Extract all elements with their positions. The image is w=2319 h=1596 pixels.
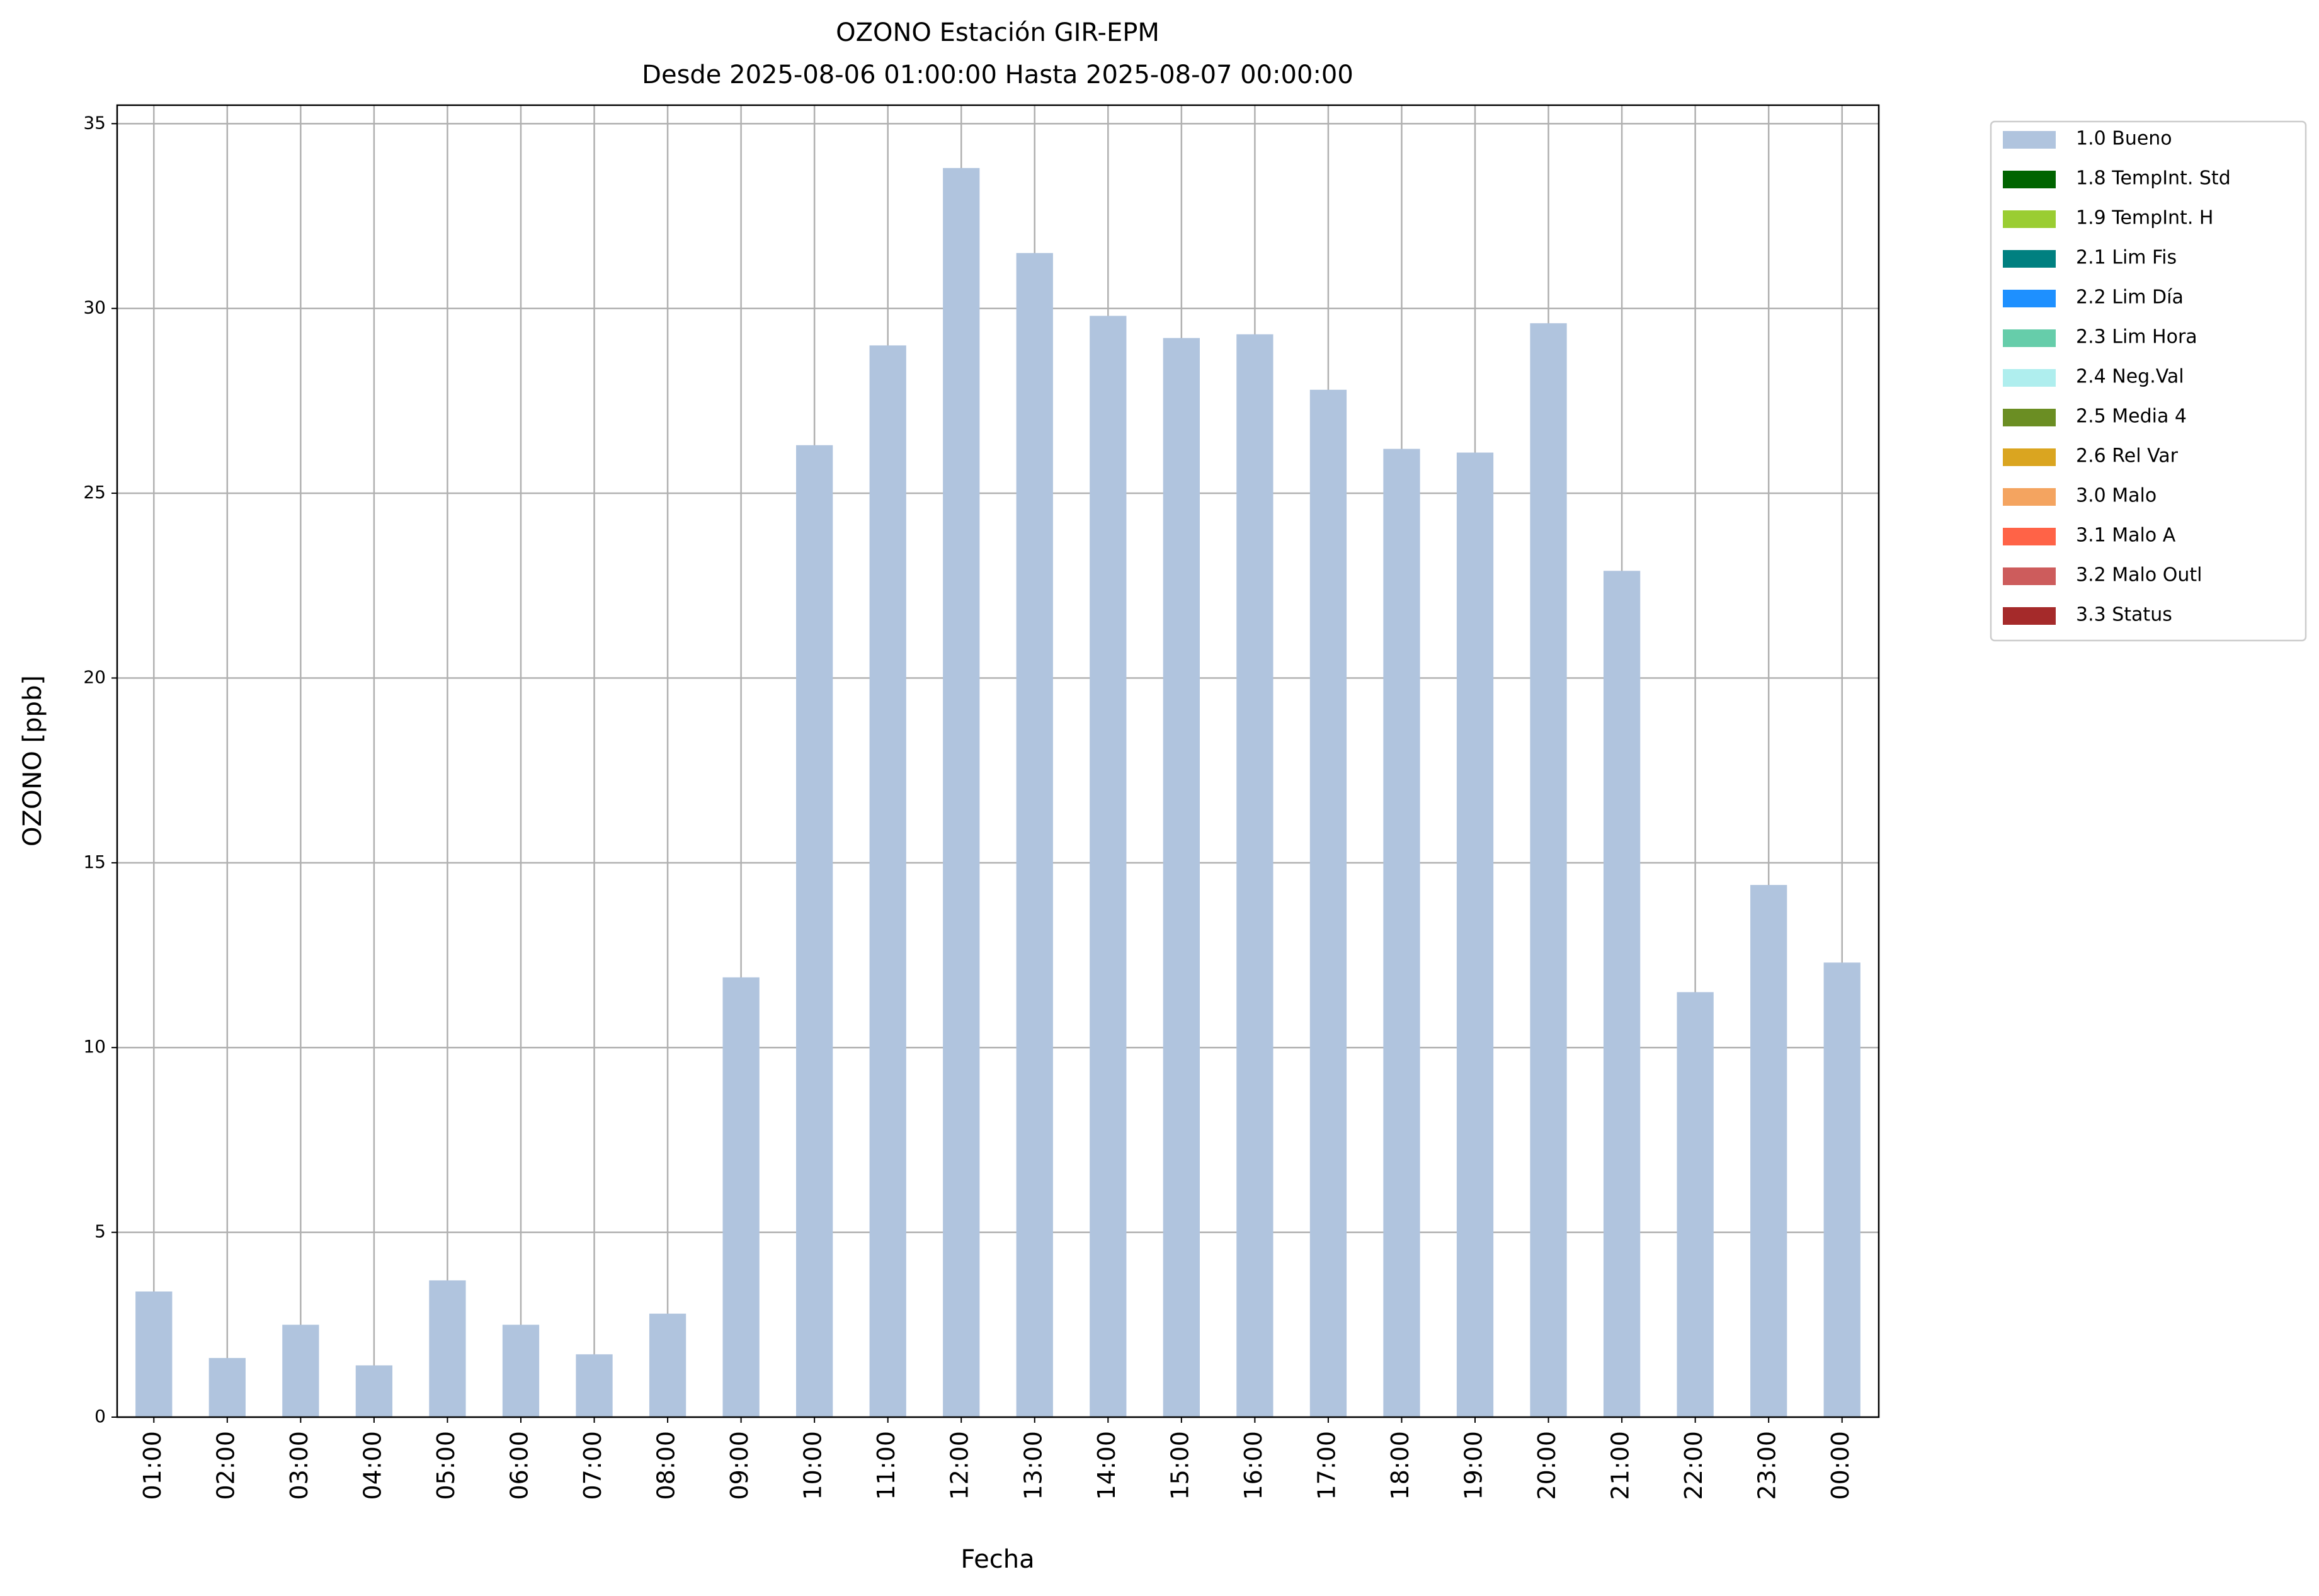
bar — [502, 1325, 540, 1417]
legend-swatch — [2003, 369, 2056, 387]
bar — [649, 1313, 687, 1417]
bar — [943, 168, 980, 1418]
x-tick-label: 04:00 — [358, 1431, 386, 1500]
x-tick-label: 14:00 — [1093, 1431, 1120, 1500]
bars — [135, 168, 1860, 1418]
bar — [1823, 962, 1860, 1417]
legend-swatch — [2003, 448, 2056, 466]
x-tick-label: 15:00 — [1166, 1431, 1194, 1500]
legend-swatch — [2003, 131, 2056, 149]
legend-swatch — [2003, 250, 2056, 268]
bar — [1456, 452, 1494, 1417]
legend-swatch — [2003, 607, 2056, 625]
x-tick-label: 05:00 — [432, 1431, 460, 1500]
chart-subtitle: Desde 2025-08-06 01:00:00 Hasta 2025-08-… — [642, 60, 1353, 89]
x-tick-label: 16:00 — [1239, 1431, 1267, 1500]
legend — [1990, 120, 2307, 642]
legend-label: 2.1 Lim Fis — [2076, 247, 2177, 269]
x-tick-label: 08:00 — [652, 1431, 680, 1500]
y-tick-label: 0 — [94, 1406, 106, 1427]
legend-label: 2.4 Neg.Val — [2076, 366, 2184, 388]
bar — [796, 445, 833, 1417]
bar — [1530, 323, 1567, 1417]
bar — [1090, 316, 1127, 1418]
x-tick-label: 19:00 — [1460, 1431, 1488, 1500]
y-axis-label: OZONO [ppb] — [18, 675, 47, 846]
x-tick-label: 00:00 — [1826, 1431, 1854, 1500]
y-tick-label: 25 — [83, 482, 106, 503]
x-tick-label: 18:00 — [1386, 1431, 1414, 1500]
bar — [355, 1365, 393, 1417]
bar — [869, 345, 906, 1418]
x-tick-label: 21:00 — [1607, 1431, 1634, 1500]
x-tick-label: 22:00 — [1680, 1431, 1707, 1500]
x-tick-label: 13:00 — [1019, 1431, 1047, 1500]
x-tick-label: 17:00 — [1313, 1431, 1340, 1500]
legend-swatch — [2003, 290, 2056, 307]
x-tick-label: 03:00 — [285, 1431, 313, 1500]
legend-swatch — [2003, 528, 2056, 545]
axis-labels: 0 5 10 15 20 25 30 35 01:00 02:00 03:00 04:00 05:00 0… — [83, 112, 1854, 1500]
legend-label: 3.1 Malo A — [2076, 525, 2176, 547]
bar — [208, 1358, 246, 1417]
plot-frame — [116, 104, 1880, 1418]
bar — [1750, 885, 1787, 1417]
legend-swatch — [2003, 488, 2056, 506]
x-tick-label: 12:00 — [946, 1431, 974, 1500]
x-tick-label: 02:00 — [212, 1431, 239, 1500]
bar — [1236, 334, 1273, 1418]
chart-title: OZONO Estación GIR-EPM — [836, 18, 1160, 47]
y-tick-label: 10 — [83, 1036, 106, 1057]
y-tick-label: 20 — [83, 666, 106, 687]
bar — [576, 1354, 613, 1417]
x-tick-label: 10:00 — [799, 1431, 827, 1500]
legend-label: 2.6 Rel Var — [2076, 445, 2179, 467]
bar — [1309, 389, 1347, 1417]
legend-label: 1.0 Bueno — [2076, 128, 2172, 150]
legend-label: 2.5 Media 4 — [2076, 406, 2187, 428]
bar — [1016, 253, 1053, 1417]
legend-swatch — [2003, 171, 2056, 188]
y-tick-label: 35 — [83, 112, 106, 133]
legend-label: 1.8 TempInt. Std — [2076, 168, 2231, 190]
legend-swatch — [2003, 409, 2056, 426]
bar — [722, 977, 760, 1417]
x-tick-label: 07:00 — [579, 1431, 607, 1500]
bar — [1383, 448, 1420, 1418]
legend-swatch — [2003, 567, 2056, 585]
legend-items: 1.0 Bueno 1.8 TempInt. Std 1.9 TempInt. H 2… — [2003, 128, 2231, 626]
x-tick-label: 06:00 — [505, 1431, 533, 1500]
x-tick-label: 01:00 — [139, 1431, 166, 1500]
legend-label: 2.3 Lim Hora — [2076, 326, 2197, 348]
bar — [1677, 992, 1714, 1417]
legend-label: 2.2 Lim Día — [2076, 287, 2184, 309]
y-tick-label: 30 — [83, 297, 106, 318]
legend-label: 3.0 Malo — [2076, 485, 2157, 507]
bar — [282, 1325, 319, 1417]
y-tick-label: 5 — [94, 1221, 106, 1242]
x-tick-label: 20:00 — [1533, 1431, 1561, 1500]
bar — [1163, 338, 1200, 1417]
bar — [1603, 571, 1641, 1417]
x-tick-label: 23:00 — [1753, 1431, 1781, 1500]
y-tick-label: 15 — [83, 852, 106, 872]
bar — [135, 1291, 173, 1417]
legend-label: 3.2 Malo Outl — [2076, 564, 2202, 586]
legend-swatch — [2003, 329, 2056, 347]
legend-label: 1.9 TempInt. H — [2076, 207, 2213, 229]
x-axis-label: Fecha — [960, 1545, 1034, 1574]
legend-label: 3.3 Status — [2076, 604, 2172, 626]
bar — [429, 1280, 466, 1417]
x-tick-label: 11:00 — [872, 1431, 900, 1500]
legend-swatch — [2003, 210, 2056, 228]
x-tick-label: 09:00 — [726, 1431, 753, 1500]
